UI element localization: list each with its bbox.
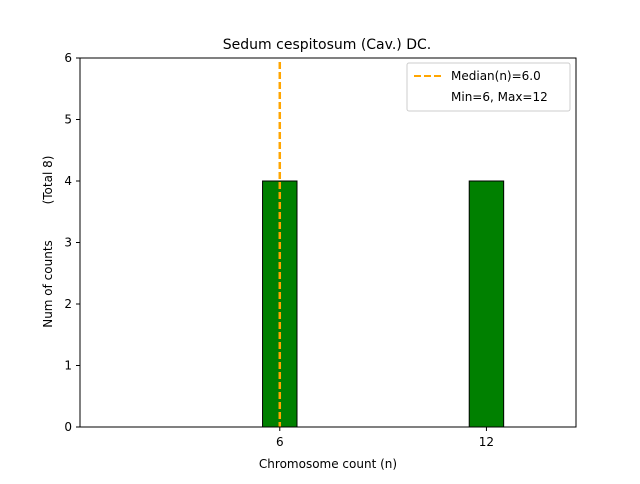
legend-box: [406, 62, 571, 112]
legend-median-label: Median(n)=6.0: [451, 69, 541, 83]
y-tick-label: 5: [64, 113, 72, 127]
y-tick-label: 3: [64, 236, 72, 250]
y-tick-label: 0: [64, 420, 72, 434]
y-tick-label: 1: [64, 359, 72, 373]
y-tick-label: 6: [64, 51, 72, 65]
legend: Median(n)=6.0 Min=6, Max=12: [406, 62, 571, 112]
x-tick-label: 6: [276, 435, 284, 449]
x-ticks-group: 6 12: [276, 427, 494, 449]
legend-range-label: Min=6, Max=12: [451, 90, 548, 104]
y-axis-label: Num of counts: [41, 240, 55, 328]
y-tick-label: 2: [64, 297, 72, 311]
y-tick-label: 4: [64, 174, 72, 188]
y-ticks-group: 0 1 2 3 4 5 6: [64, 51, 80, 434]
bar-n-12: [468, 180, 505, 428]
bars-group: [262, 180, 505, 428]
y-axis-total-label: (Total 8): [41, 156, 55, 205]
x-tick-label: 12: [479, 435, 494, 449]
x-axis-label: Chromosome count (n): [259, 457, 397, 471]
chart-title: Sedum cespitosum (Cav.) DC.: [223, 37, 431, 53]
